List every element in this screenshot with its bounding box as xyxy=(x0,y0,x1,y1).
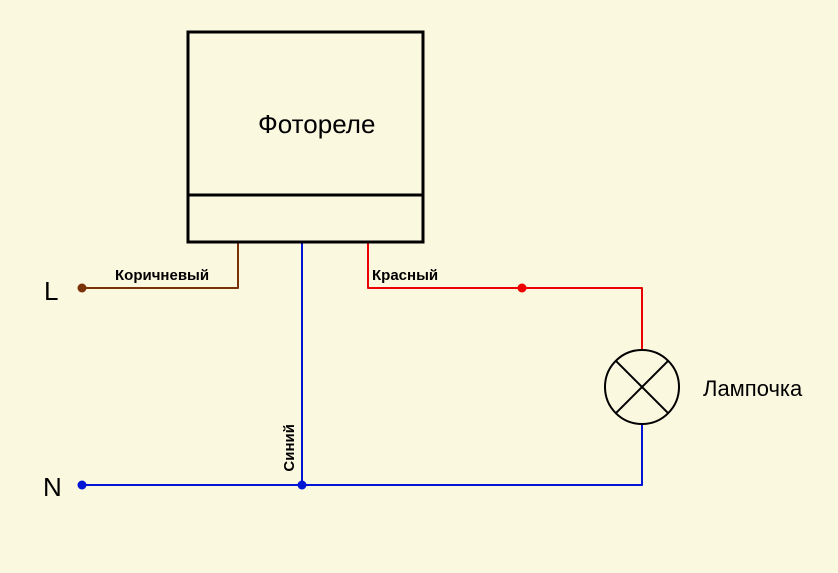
n-terminal-dot xyxy=(78,481,87,490)
lamp-label: Лампочка xyxy=(703,376,802,402)
n-terminal-label: N xyxy=(43,472,62,503)
red-wire-label: Красный xyxy=(372,267,438,284)
schematic-canvas xyxy=(0,0,838,573)
l-terminal-dot xyxy=(78,284,87,293)
red-junction-dot xyxy=(518,284,527,293)
blue-wire-label: Синий xyxy=(281,424,298,472)
blue-junction-dot xyxy=(298,481,307,490)
l-terminal-label: L xyxy=(44,276,58,307)
brown-wire-label: Коричневый xyxy=(115,267,209,284)
relay-label: Фотореле xyxy=(258,109,375,140)
